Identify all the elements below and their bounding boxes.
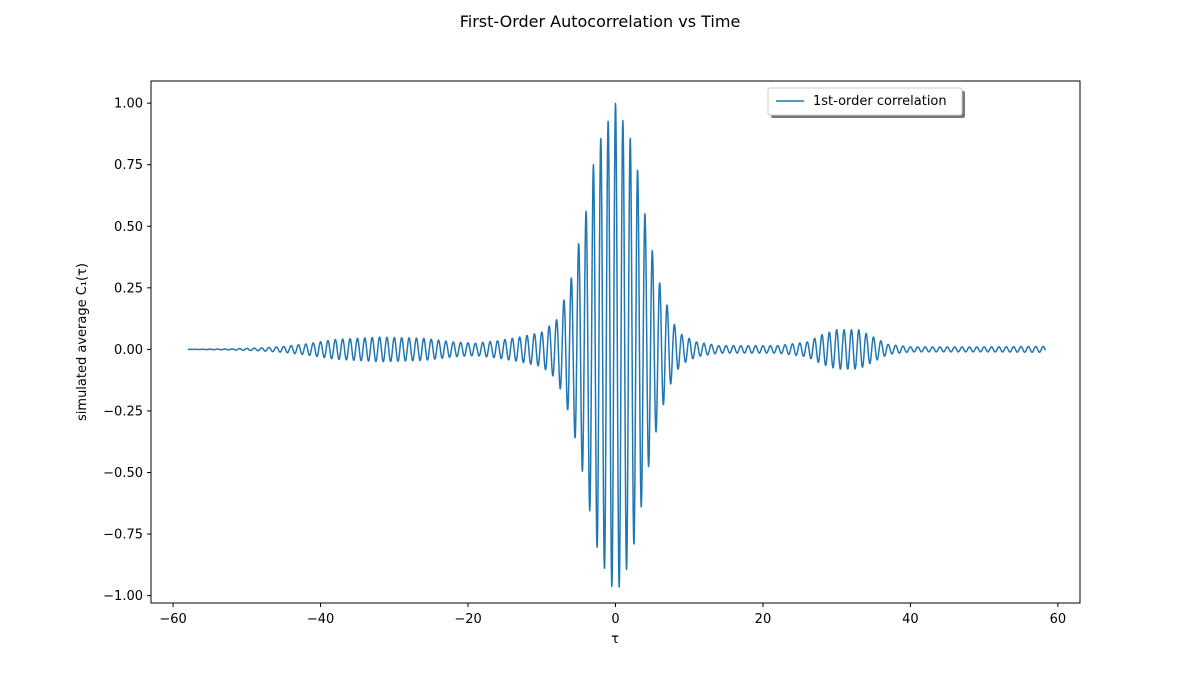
x-tick-label: 60	[1050, 612, 1067, 627]
x-tick-label: 20	[755, 612, 772, 627]
y-tick-label: −0.25	[103, 404, 143, 419]
y-tick-label: −0.50	[103, 466, 143, 481]
x-axis: −60 −40 −20 0 20 40 60	[159, 603, 1066, 627]
plot-frame	[150, 80, 1081, 604]
y-tick-label: 0.00	[114, 343, 143, 358]
y-axis: −1.00 −0.75 −0.50 −0.25 0.00 0.25 0.50 0.75 1.00	[103, 97, 151, 604]
legend-box	[767, 87, 963, 116]
legend: 1st-order correlation	[767, 87, 965, 118]
legend-label: 1st-order correlation	[813, 94, 947, 109]
series-line	[187, 102, 1047, 588]
x-tick-label: 40	[902, 612, 919, 627]
chart-title: First-Order Autocorrelation vs Time	[460, 12, 741, 31]
y-axis-label: simulated average C₁(τ)	[75, 263, 90, 421]
y-tick-label: 1.00	[114, 97, 143, 112]
x-axis-label: τ	[611, 632, 619, 647]
y-tick-label: −0.75	[103, 528, 143, 543]
x-tick-label: −20	[454, 612, 481, 627]
y-tick-label: −1.00	[103, 589, 143, 604]
y-tick-label: 0.75	[114, 158, 143, 173]
x-tick-label: 0	[611, 612, 619, 627]
x-tick-label: −40	[307, 612, 334, 627]
y-tick-label: 0.25	[114, 281, 143, 296]
x-tick-label: −60	[159, 612, 186, 627]
y-tick-label: 0.50	[114, 220, 143, 235]
